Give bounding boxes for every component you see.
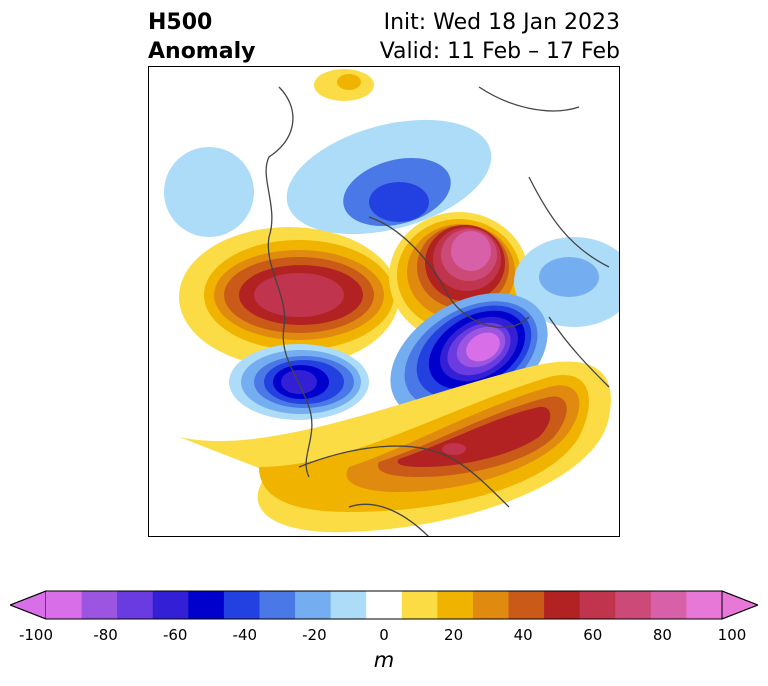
init-label: Init: Wed 18 Jan 2023 (383, 10, 620, 35)
colorbar-ticks: -100 -80 -60 -40 -20 0 20 40 60 80 100 (0, 626, 768, 646)
colorbar-tick-label: -60 (162, 626, 188, 644)
colorbar-segment (650, 591, 687, 619)
chart-title: H500 Anomaly (148, 8, 255, 66)
colorbar (10, 590, 758, 620)
colorbar-tick-label: 40 (513, 626, 533, 644)
colorbar-segment (544, 591, 581, 619)
colorbar-tick-label: -80 (93, 626, 118, 644)
colorbar-segment (366, 591, 403, 619)
colorbar-segment (46, 591, 83, 619)
valid-label: Valid: 11 Feb – 17 Feb (379, 39, 620, 64)
title-line2: Anomaly (148, 39, 256, 64)
coastlines (265, 86, 610, 536)
colorbar-tick-label: 0 (379, 626, 389, 644)
anomaly-north-pacific-positive (179, 227, 399, 367)
colorbar-segment (81, 591, 118, 619)
colorbar-segment (117, 591, 154, 619)
colorbar-segment (188, 591, 225, 619)
colorbar-segment (437, 591, 474, 619)
colorbar-segment (615, 591, 652, 619)
colorbar-segment (330, 591, 367, 619)
anomaly-eastus-positive (179, 361, 611, 533)
colorbar-tick-label: -40 (232, 626, 258, 644)
colorbar-tick-label: 100 (717, 626, 747, 644)
colorbar-tick-label: 80 (652, 626, 672, 644)
colorbar-tick-label: -20 (302, 626, 327, 644)
colorbar-segment (508, 591, 545, 619)
colorbar-segment (686, 591, 723, 619)
anomaly-westcoast-negative (229, 344, 369, 420)
colorbar-extend-low (10, 590, 47, 620)
colorbar-segment (472, 591, 510, 619)
colorbar-segment (152, 591, 189, 619)
colorbar-tick-label: -100 (18, 626, 54, 644)
colorbar-segment (401, 591, 438, 619)
run-info: Init: Wed 18 Jan 2023 Valid: 11 Feb – 17… (380, 8, 620, 66)
colorbar-segment (295, 591, 332, 619)
map-svg (164, 69, 619, 536)
colorbar-unit-label: m (373, 648, 395, 672)
colorbar-segment (223, 591, 260, 619)
colorbar-tick-label: 20 (444, 626, 464, 644)
anomaly-europe-negative (514, 237, 619, 327)
colorbar-segment (259, 591, 296, 619)
anomaly-arctic-top-positive (314, 69, 374, 101)
anomaly-siberia-negative (286, 119, 492, 235)
colorbar-outline (10, 590, 758, 620)
colorbar-extend-high (721, 590, 758, 620)
colorbar-segment (579, 591, 616, 619)
title-line1: H500 (148, 10, 213, 35)
colorbar-tick-label: 60 (583, 626, 603, 644)
anomaly-map (148, 66, 620, 537)
anomaly-bering-negative (164, 147, 254, 237)
